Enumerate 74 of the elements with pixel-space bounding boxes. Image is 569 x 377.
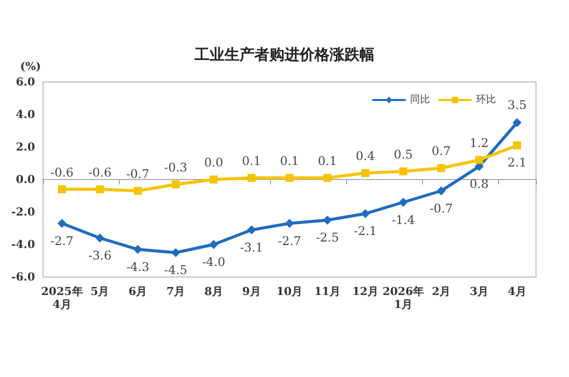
- data-label: -4.5: [164, 263, 188, 278]
- point: [437, 164, 446, 172]
- point: [209, 240, 218, 249]
- chart-title: 工业生产者购进价格涨跌幅: [194, 46, 374, 64]
- point: [323, 174, 332, 182]
- data-label: 0.7: [432, 144, 451, 158]
- legend-label: 同比: [410, 94, 430, 106]
- data-label: 0.1: [280, 154, 300, 168]
- x-tick-label: 5月: [90, 285, 110, 298]
- data-label: -4.0: [202, 255, 226, 269]
- point: [172, 180, 180, 188]
- point: [95, 234, 104, 242]
- y-axis-title: (%): [20, 60, 41, 73]
- data-label: 2.1: [507, 155, 527, 170]
- y-tick-label: 0.0: [16, 173, 36, 186]
- data-label: -2.7: [50, 234, 74, 248]
- x-tick-label: 2026年 1月: [382, 285, 424, 311]
- point: [247, 225, 256, 234]
- data-label: -3.1: [240, 240, 264, 254]
- point: [285, 218, 294, 228]
- data-label: -0.6: [88, 165, 112, 180]
- point: [96, 185, 104, 194]
- y-tick-label: -6.0: [11, 270, 36, 284]
- y-tick-label: 4.0: [16, 108, 36, 121]
- y-tick-label: 2.0: [16, 140, 36, 154]
- data-label: 0.1: [242, 154, 262, 168]
- data-label: -0.6: [50, 165, 74, 180]
- y-tick-label: 6.0: [16, 76, 36, 88]
- x-tick-label: 8月: [204, 285, 223, 298]
- x-tick-label: 2025年 4月: [41, 285, 83, 311]
- data-label: 0.4: [356, 149, 376, 163]
- data-label: -2.7: [278, 234, 302, 248]
- data-label: -1.4: [392, 212, 416, 227]
- x-tick-label: 10月: [276, 285, 303, 298]
- point: [475, 156, 484, 164]
- point: [398, 198, 408, 207]
- point: [513, 141, 522, 150]
- data-label: -2.1: [354, 224, 377, 238]
- point: [133, 244, 142, 254]
- point: [57, 218, 66, 228]
- x-tick-label: 11月: [314, 285, 341, 298]
- point: [399, 167, 408, 176]
- point: [361, 169, 370, 177]
- data-label: 0.8: [470, 177, 489, 191]
- y-tick-label: -4.0: [11, 238, 36, 251]
- point: [248, 174, 256, 182]
- x-tick-label: 4月: [508, 285, 526, 298]
- point: [512, 118, 522, 128]
- point: [360, 209, 370, 218]
- y-tick-label: -2.0: [11, 206, 36, 218]
- point: [210, 176, 218, 184]
- data-label: 0.1: [318, 154, 337, 168]
- x-tick-label: 6月: [128, 285, 148, 298]
- legend-label: 环比: [476, 94, 496, 106]
- data-label: 1.2: [470, 136, 489, 150]
- point: [58, 185, 66, 194]
- data-label: -0.7: [430, 201, 453, 216]
- data-label: 3.5: [507, 98, 527, 112]
- point: [436, 186, 446, 196]
- point: [134, 186, 142, 195]
- data-label: -0.3: [164, 160, 188, 174]
- data-label: -3.6: [88, 248, 112, 262]
- data-label: 0.0: [204, 156, 224, 170]
- point: [286, 174, 294, 182]
- x-tick-label: 12月: [352, 285, 378, 298]
- x-tick-label: 3月: [470, 285, 488, 298]
- x-tick-label: 2月: [432, 285, 451, 298]
- data-label: -4.3: [126, 260, 150, 274]
- x-tick-label: 9月: [242, 285, 261, 298]
- data-label: 0.5: [394, 147, 413, 162]
- x-tick-label: 7月: [166, 285, 186, 298]
- point: [171, 248, 180, 258]
- data-label: -2.5: [316, 230, 339, 245]
- data-label: -0.7: [126, 166, 150, 181]
